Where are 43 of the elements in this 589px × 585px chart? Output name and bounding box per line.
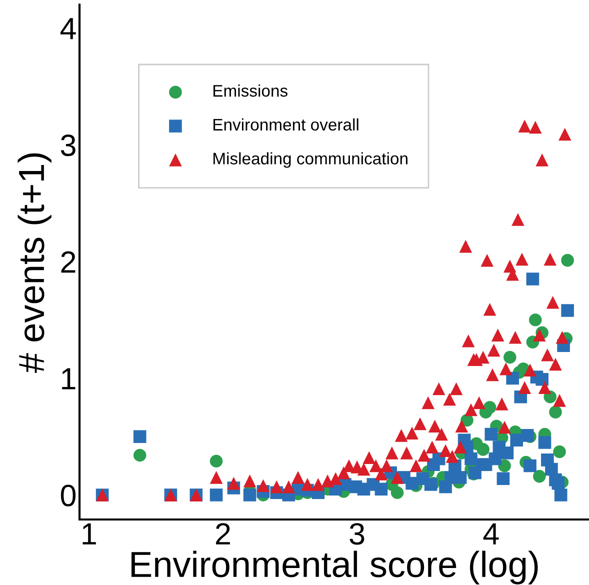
y-tick-label: 2 bbox=[61, 251, 76, 273]
point bbox=[374, 482, 388, 496]
point bbox=[454, 471, 467, 484]
point bbox=[524, 459, 536, 472]
point bbox=[483, 401, 496, 414]
y-tick-label: 0 bbox=[60, 484, 76, 506]
point bbox=[498, 459, 511, 472]
point bbox=[526, 272, 540, 286]
point bbox=[554, 488, 568, 502]
point bbox=[500, 446, 514, 460]
point bbox=[496, 472, 510, 486]
x-axis-title: Environmental score (log) bbox=[132, 550, 538, 584]
point bbox=[488, 452, 502, 466]
point bbox=[520, 429, 534, 442]
point bbox=[538, 436, 552, 449]
y-tick-label: 3 bbox=[60, 134, 76, 156]
legend-label: Emissions bbox=[213, 84, 288, 97]
legend-label: Environment overall bbox=[213, 118, 358, 131]
point bbox=[210, 488, 223, 502]
point bbox=[503, 350, 516, 364]
x-tick-label: 2 bbox=[216, 523, 230, 544]
point bbox=[549, 406, 562, 418]
point bbox=[528, 313, 542, 326]
x-tick-label: 3 bbox=[350, 523, 364, 545]
point bbox=[133, 448, 146, 462]
point bbox=[484, 428, 498, 441]
point bbox=[390, 486, 404, 500]
point bbox=[536, 372, 548, 386]
point bbox=[424, 478, 438, 491]
point bbox=[561, 304, 574, 317]
legend-label: Misleading communication bbox=[213, 152, 408, 168]
point bbox=[553, 445, 566, 458]
point bbox=[133, 430, 146, 443]
x-tick-label: 1 bbox=[82, 523, 96, 544]
point bbox=[476, 443, 490, 456]
y-tick-label: 4 bbox=[60, 18, 76, 40]
point bbox=[243, 488, 256, 502]
y-axis-title: # events (t+1) bbox=[18, 153, 52, 373]
point bbox=[532, 470, 546, 483]
point bbox=[210, 454, 223, 468]
y-tick-label: 1 bbox=[62, 368, 76, 390]
point bbox=[561, 254, 574, 267]
x-tick-label: 4 bbox=[483, 523, 499, 544]
